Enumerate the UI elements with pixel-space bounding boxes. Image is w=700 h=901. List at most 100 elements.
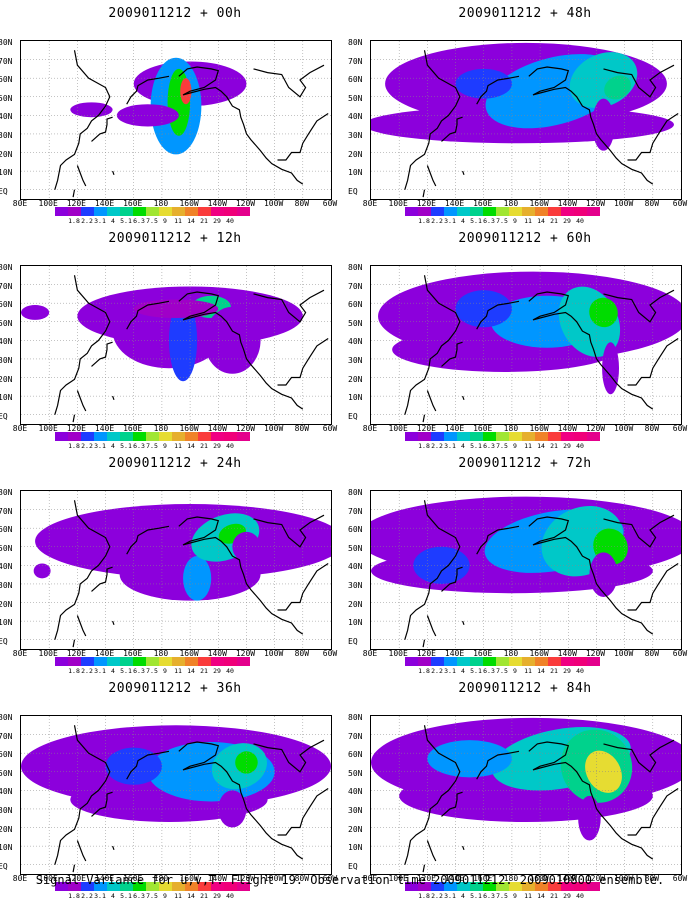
colorbar-swatch (431, 207, 444, 216)
colorbar-swatch (522, 207, 535, 216)
colorbar-swatch (496, 657, 509, 666)
lon-tick-label: 140E (444, 424, 465, 433)
colorbar-level-label: 6.3 (133, 892, 145, 900)
colorbar-swatch (224, 432, 237, 441)
lat-tick-label: 40N (348, 337, 363, 347)
colorbar-level-label: 2.2 (81, 442, 93, 450)
coastline (404, 500, 461, 640)
lon-tick-label: 160E (473, 649, 493, 658)
colorbar-level-label: 5.1 (470, 667, 482, 675)
colorbar-swatch (457, 432, 470, 441)
lon-tick-label: 160E (123, 874, 143, 883)
colorbar-swatch (68, 882, 81, 891)
colorbar-level-label: 40 (226, 667, 234, 675)
map-svg (371, 716, 681, 874)
colorbar-level-label: 14 (537, 217, 545, 225)
colorbar-level-label: 14 (537, 892, 545, 900)
colorbar (405, 882, 600, 891)
coastline (528, 66, 654, 185)
coastline (76, 165, 87, 187)
colorbar-swatch (198, 657, 211, 666)
lat-tick-label: 60N (0, 750, 13, 760)
colorbar-swatch (444, 432, 457, 441)
lon-tick-label: 160W (529, 424, 549, 433)
colorbar-level-label: 14 (187, 217, 195, 225)
colorbar-level-label: 11 (174, 892, 182, 900)
map-plot-area (370, 490, 682, 650)
lat-tick-label: 70N (0, 731, 13, 741)
coastline (112, 170, 115, 176)
colorbar-swatch (107, 207, 120, 216)
colorbar-swatch (120, 657, 133, 666)
map-svg (21, 266, 331, 424)
coastline (476, 525, 520, 555)
map-plot-area (20, 265, 332, 425)
lat-tick-label: 20N (348, 824, 363, 834)
colorbar-swatch (94, 432, 107, 441)
lon-tick-label: 80E (12, 649, 28, 658)
lat-tick-label: 30N (0, 580, 13, 590)
coastline (253, 289, 325, 323)
colorbar-level-label: 11 (524, 892, 532, 900)
lon-tick-label: 100E (38, 424, 58, 433)
lon-tick-label: 140E (444, 649, 465, 658)
colorbar-level-label: 21 (200, 217, 208, 225)
colorbar-level-label: 29 (563, 217, 571, 225)
colorbar-level-label: 21 (550, 667, 558, 675)
coastline (54, 275, 111, 415)
lat-tick-label: 60N (0, 300, 13, 310)
colorbar-swatch (211, 207, 224, 216)
colorbar-swatch (81, 207, 94, 216)
colorbar-swatch (470, 432, 483, 441)
colorbar-level-label: 29 (563, 892, 571, 900)
colorbar-swatch (483, 657, 496, 666)
colorbar-level-label: 3.1 (444, 892, 456, 900)
colorbar-level-label: 40 (576, 892, 584, 900)
colorbar-level-label: 6.3 (133, 442, 145, 450)
coastline (422, 639, 426, 648)
colorbar-swatch (172, 207, 185, 216)
lon-tick-label: 80E (362, 199, 378, 208)
lat-tick-label: 40N (0, 787, 13, 797)
colorbar-swatch (587, 207, 600, 216)
lat-tick-label: 50N (0, 768, 13, 778)
colorbar-labels: 1.8 2.2 3.1 4 5.1 6.3 7.5 9 11 14 21 29 40 (405, 892, 665, 901)
lon-tick-label: 100W (613, 424, 634, 433)
colorbar-swatch (444, 657, 457, 666)
colorbar-level-label: 3.1 (444, 442, 456, 450)
coastline (426, 165, 437, 187)
coastline (462, 620, 465, 626)
lon-tick-label: 60W (672, 199, 688, 208)
colorbar (405, 432, 600, 441)
lat-tick-label: 10N (0, 393, 13, 403)
colorbar-level-label: 1.8 (68, 667, 80, 675)
map-panel: 2009011212 + 84h 80N 70N 60N 50N 40N 30N 20N 10N… (348, 675, 700, 901)
lat-tick-label: 50N (0, 318, 13, 328)
lat-tick-label: 10N (0, 618, 13, 628)
lon-tick-label: 120W (585, 424, 606, 433)
colorbar-swatch (522, 882, 535, 891)
colorbar-swatch (496, 882, 509, 891)
colorbar-swatch (198, 882, 211, 891)
colorbar-level-label: 29 (563, 667, 571, 675)
lon-tick-label: 80E (12, 424, 28, 433)
coastline (91, 566, 113, 592)
map-panel: 2009011212 + 12h 80N 70N 60N 50N 40N 30N 20N 10N… (0, 225, 350, 450)
colorbar-level-label: 14 (187, 892, 195, 900)
coastline (627, 562, 679, 611)
coastline (253, 514, 325, 548)
lat-tick-label: 40N (348, 562, 363, 572)
coastline (603, 289, 675, 323)
colorbar-level-label: 40 (226, 442, 234, 450)
lat-tick-label: EQ (348, 861, 358, 871)
coastline (126, 75, 170, 105)
colorbar-level-label: 29 (213, 667, 221, 675)
colorbar-swatch (120, 432, 133, 441)
coastline (91, 341, 113, 367)
lat-tick-label: 40N (348, 112, 363, 122)
lat-tick-label: 20N (348, 599, 363, 609)
colorbar-swatch (483, 207, 496, 216)
lat-tick-label: 50N (0, 543, 13, 553)
lon-tick-label: 60W (322, 424, 338, 433)
colorbar-swatch (444, 207, 457, 216)
